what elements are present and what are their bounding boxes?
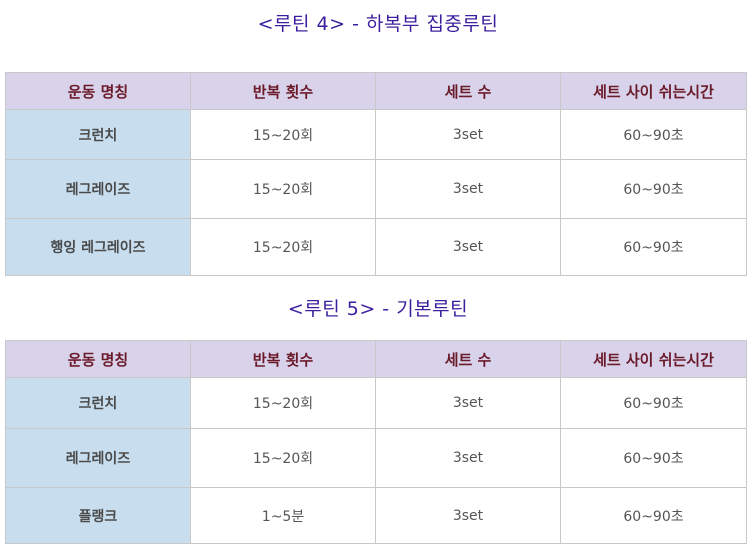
header-sets: 세트 수	[375, 340, 561, 378]
sets-cell: 3set	[375, 218, 561, 276]
rest-cell: 60~90초	[560, 159, 747, 219]
reps-cell: 1~5분	[190, 487, 376, 544]
table-row: 플랭크 1~5분 3set 60~90초	[5, 487, 747, 544]
rest-cell: 60~90초	[560, 377, 747, 429]
sets-cell: 3set	[375, 159, 561, 219]
table-row: 크런치 15~20회 3set 60~90초	[5, 109, 747, 160]
reps-cell: 15~20회	[190, 109, 376, 160]
sets-cell: 3set	[375, 428, 561, 488]
routine-5-title: <루틴 5> - 기본루틴	[287, 298, 469, 320]
sets-cell: 3set	[375, 109, 561, 160]
table-row: 레그레이즈 15~20회 3set 60~90초	[5, 428, 747, 488]
reps-cell: 15~20회	[190, 218, 376, 276]
rest-cell: 60~90초	[560, 109, 747, 160]
exercise-name-cell: 레그레이즈	[5, 428, 191, 488]
table-row: 크런치 15~20회 3set 60~90초	[5, 377, 747, 429]
routine-4-title: <루틴 4> - 하복부 집중루틴	[257, 13, 499, 35]
header-reps: 반복 횟수	[190, 72, 376, 110]
header-rest-time: 세트 사이 쉬는시간	[560, 72, 747, 110]
table-row: 레그레이즈 15~20회 3set 60~90초	[5, 159, 747, 219]
sets-cell: 3set	[375, 487, 561, 544]
rest-cell: 60~90초	[560, 487, 747, 544]
table-header-row: 운동 명칭 반복 횟수 세트 수 세트 사이 쉬는시간	[5, 340, 747, 378]
rest-cell: 60~90초	[560, 428, 747, 488]
table-header-row: 운동 명칭 반복 횟수 세트 수 세트 사이 쉬는시간	[5, 72, 747, 110]
header-rest-time: 세트 사이 쉬는시간	[560, 340, 747, 378]
sets-cell: 3set	[375, 377, 561, 429]
exercise-name-cell: 크런치	[5, 377, 191, 429]
header-reps: 반복 횟수	[190, 340, 376, 378]
header-exercise-name: 운동 명칭	[5, 340, 191, 378]
exercise-name-cell: 플랭크	[5, 487, 191, 544]
routine-5-table: 운동 명칭 반복 횟수 세트 수 세트 사이 쉬는시간 크런치 15~20회 3…	[5, 340, 747, 544]
exercise-name-cell: 레그레이즈	[5, 159, 191, 219]
header-exercise-name: 운동 명칭	[5, 72, 191, 110]
routine-4-table: 운동 명칭 반복 횟수 세트 수 세트 사이 쉬는시간 크런치 15~20회 3…	[5, 72, 747, 276]
exercise-name-cell: 행잉 레그레이즈	[5, 218, 191, 276]
reps-cell: 15~20회	[190, 428, 376, 488]
table-row: 행잉 레그레이즈 15~20회 3set 60~90초	[5, 218, 747, 276]
exercise-name-cell: 크런치	[5, 109, 191, 160]
reps-cell: 15~20회	[190, 159, 376, 219]
rest-cell: 60~90초	[560, 218, 747, 276]
header-sets: 세트 수	[375, 72, 561, 110]
reps-cell: 15~20회	[190, 377, 376, 429]
